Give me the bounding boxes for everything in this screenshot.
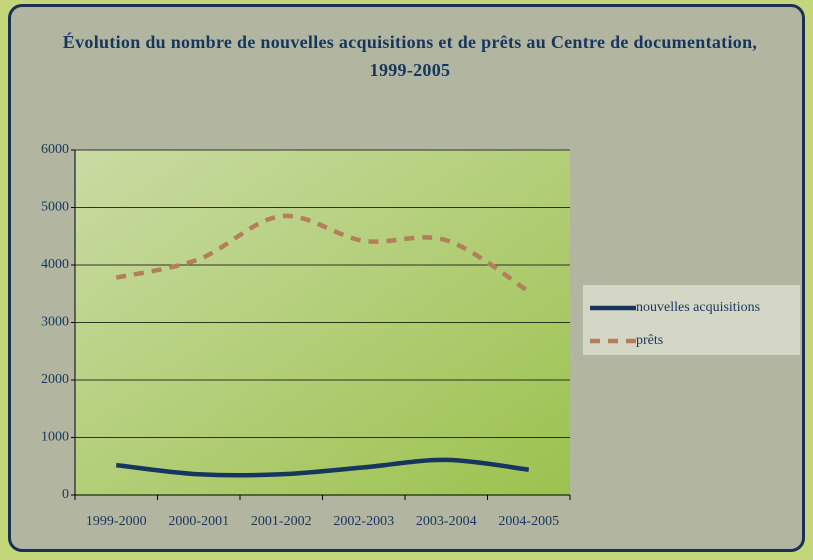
- y-tick-label: 2000: [41, 372, 69, 387]
- x-tick-label: 1999-2000: [86, 514, 147, 529]
- x-tick-label: 2002-2003: [333, 514, 394, 529]
- legend-box: [583, 285, 800, 355]
- series-line: [116, 457, 530, 478]
- chart-title: Évolution du nombre de nouvelles acquisi…: [62, 32, 758, 80]
- legend-label: nouvelles acquisitions: [636, 300, 760, 315]
- y-tick-label: 4000: [41, 257, 69, 272]
- y-tick-label: 3000: [41, 315, 69, 330]
- y-tick-label: 0: [62, 487, 69, 502]
- y-tick-label: 5000: [41, 200, 69, 215]
- y-tick-label: 1000: [41, 430, 69, 445]
- x-tick-label: 2000-2001: [168, 514, 229, 529]
- legend-label: prêts: [636, 333, 663, 348]
- x-tick-label: 2004-2005: [498, 514, 559, 529]
- x-tick-label: 2003-2004: [416, 514, 477, 529]
- y-tick-label: 6000: [41, 142, 69, 157]
- series-line: [115, 213, 530, 294]
- x-tick-label: 2001-2002: [251, 514, 312, 529]
